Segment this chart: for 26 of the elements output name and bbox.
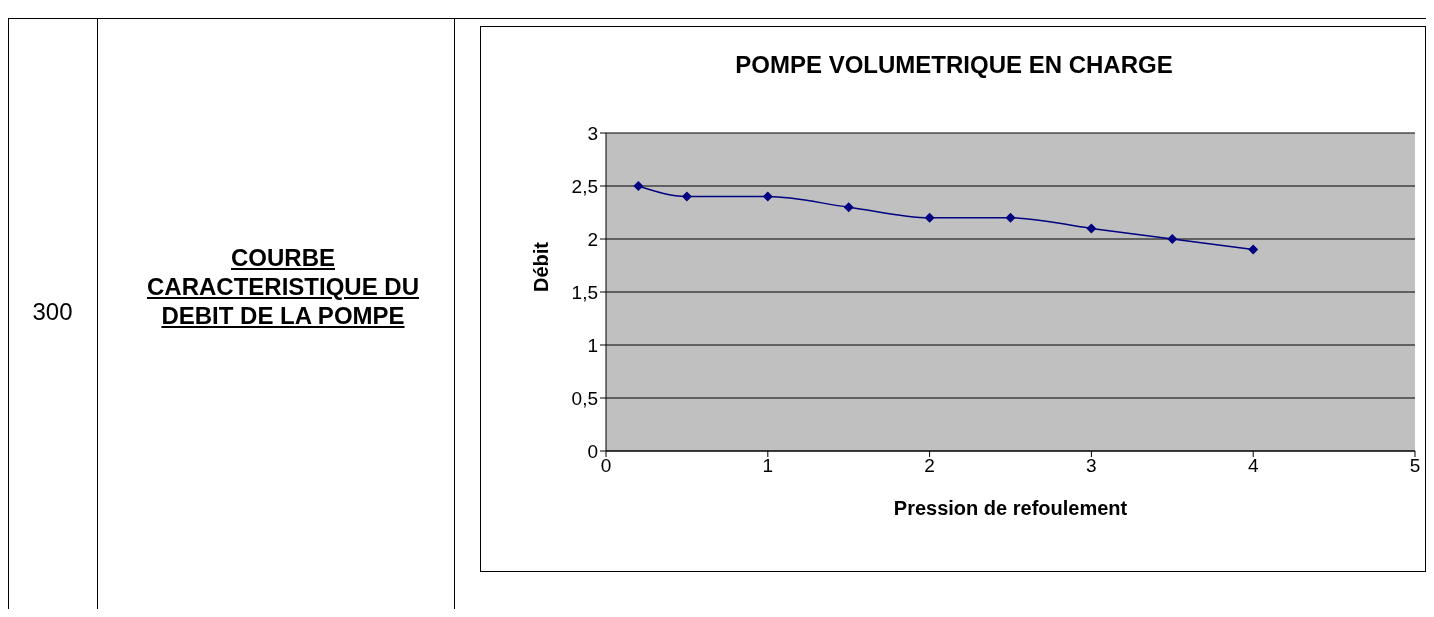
x-axis-title: Pression de refoulement xyxy=(893,497,1128,520)
y-tick-label: 0 xyxy=(587,440,598,462)
point xyxy=(681,191,692,202)
point xyxy=(1167,234,1178,244)
y-tick-label: 2,5 xyxy=(571,175,598,197)
point xyxy=(1248,244,1259,255)
y-axis-title: Débit xyxy=(530,241,553,292)
point xyxy=(1005,212,1016,223)
point xyxy=(843,202,854,213)
y-tick-label: 2 xyxy=(587,228,598,250)
text: COURBE CARACTERISTIQUE DU DEBIT DE LA POMPE xyxy=(146,243,420,330)
text: 300 xyxy=(31,298,74,326)
y-tick-label: 1 xyxy=(587,334,598,356)
x-tick-label: 1 xyxy=(762,455,774,477)
x-tick-label: 2 xyxy=(924,455,935,477)
x-tick-label: 4 xyxy=(1247,455,1259,477)
chart-title: POMPE VOLUMETRIQUE EN CHARGE xyxy=(734,51,1174,79)
x-tick-label: 3 xyxy=(1086,455,1097,477)
y-tick-label: 0,5 xyxy=(571,387,598,409)
y-tick-label: 3 xyxy=(587,122,598,144)
point xyxy=(633,181,644,191)
point xyxy=(762,191,773,202)
y-tick-label: 1,5 xyxy=(571,281,598,303)
x-tick-label: 5 xyxy=(1409,455,1421,477)
point xyxy=(1086,223,1097,234)
point xyxy=(924,212,935,223)
